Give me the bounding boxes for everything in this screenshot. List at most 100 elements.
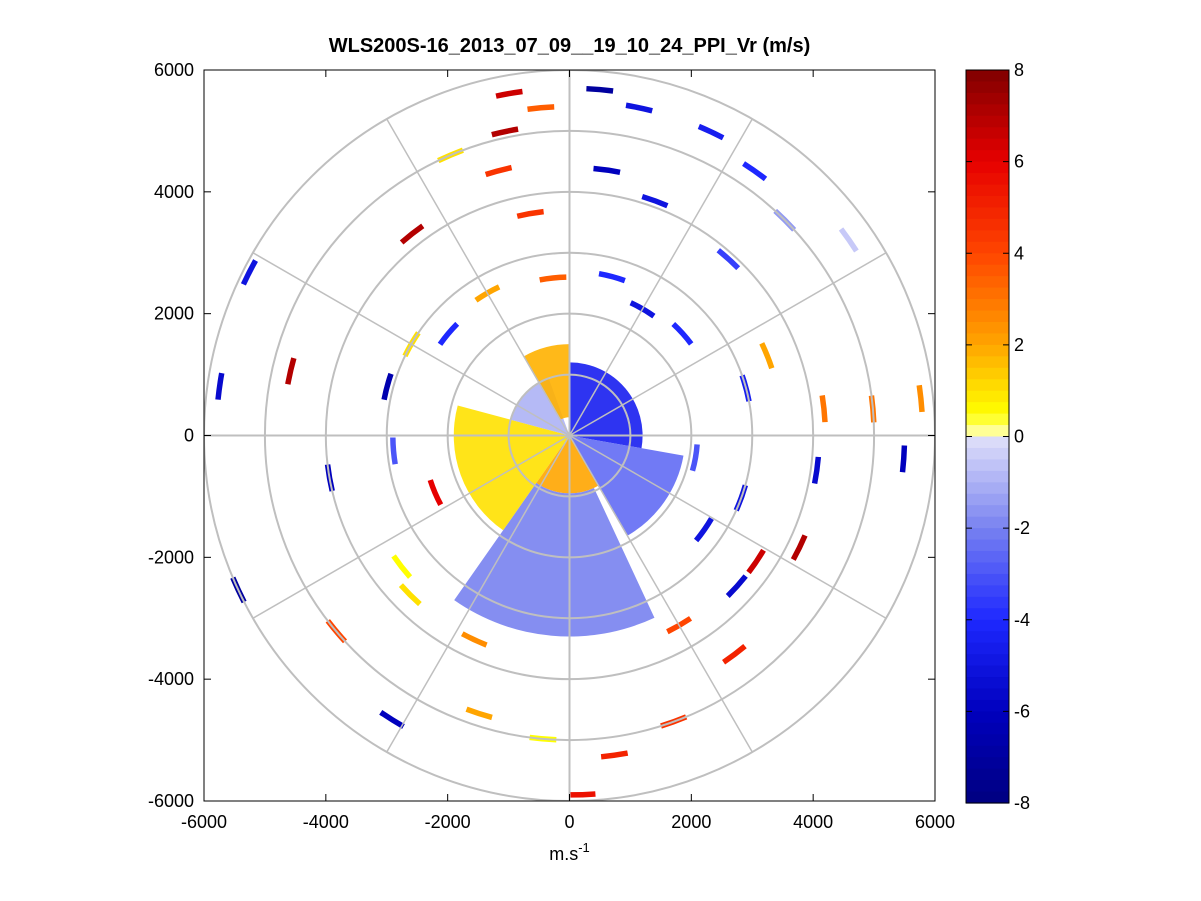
vr-gate-51 (598, 270, 626, 284)
vr-gate-55 (693, 517, 714, 543)
radial-spoke-330 (386, 118, 571, 436)
vr-gate-44 (427, 479, 444, 507)
y-tick-label: 4000 (154, 182, 194, 202)
radial-spoke-60 (569, 252, 887, 437)
vr-gate-33 (593, 165, 621, 175)
vr-gate-22 (379, 710, 405, 729)
vr-gate-0 (495, 88, 523, 99)
colorbar-band (966, 608, 1009, 621)
x-tick-label: 2000 (671, 812, 711, 832)
vr-gate-9 (916, 384, 925, 413)
vr-gate-2 (527, 104, 555, 112)
colorbar-band (966, 677, 1009, 690)
vr-gate-10 (899, 445, 908, 473)
colorbar-band (966, 447, 1009, 461)
x-tick-label: -6000 (181, 812, 227, 832)
colorbar-band (966, 379, 1009, 392)
colorbar-band (966, 745, 1009, 758)
colorbar-tick-label: -6 (1014, 701, 1030, 721)
vr-sector-2 (536, 435, 599, 494)
colorbar-tick-label: -4 (1014, 610, 1030, 630)
polar-grid (204, 70, 935, 801)
vr-gate-46 (381, 372, 394, 401)
vr-gate-5 (697, 123, 725, 141)
colorbar-band (966, 734, 1009, 747)
vr-gate-32 (516, 208, 544, 219)
colorbar-band (966, 551, 1009, 564)
colorbar-band (966, 768, 1009, 781)
radial-spoke-240 (252, 434, 570, 619)
colorbar-band (966, 207, 1009, 220)
colorbar-band (966, 333, 1009, 346)
vr-gate-12 (819, 395, 828, 423)
vr-gate-8 (838, 227, 859, 253)
colorbar-band (966, 711, 1009, 724)
vr-gate-3 (491, 126, 519, 138)
vr-gate-16 (722, 643, 747, 665)
vr-sector-1 (569, 435, 684, 536)
vr-gate-27 (285, 357, 297, 385)
radial-spoke-300 (252, 252, 570, 437)
colorbar-band (966, 173, 1009, 186)
colorbar-band (966, 619, 1009, 632)
y-tick-label: -4000 (148, 669, 194, 689)
colorbar-band (966, 757, 1009, 770)
vr-gate-6 (742, 161, 768, 182)
x-tick-label: 4000 (793, 812, 833, 832)
ppi-near-field-sectors (453, 344, 684, 637)
radial-spoke-150 (568, 435, 753, 753)
x-tick-label: -2000 (425, 812, 471, 832)
colorbar-tick-label: 0 (1014, 427, 1024, 447)
vr-gate-34 (641, 193, 669, 209)
colorbar-band (966, 642, 1009, 655)
vr-sector-6 (523, 344, 570, 420)
y-tick-label: -6000 (148, 791, 194, 811)
colorbar-band (966, 138, 1009, 151)
vr-gate-43 (391, 554, 413, 579)
x-tick-label: 0 (564, 812, 574, 832)
vr-gate-4 (625, 102, 653, 114)
vr-gate-1 (586, 85, 614, 94)
radial-spoke-30 (568, 118, 753, 436)
colorbar-band (966, 276, 1009, 289)
colorbar-band (966, 161, 1009, 174)
colorbar-band (966, 516, 1009, 529)
vr-gate-28 (240, 259, 258, 286)
colorbar-band (966, 344, 1009, 357)
vr-gate-41 (460, 631, 488, 648)
colorbar-band (966, 791, 1009, 804)
x-axis-label-main: m.s (549, 844, 578, 864)
colorbar-band (966, 115, 1009, 128)
x-axis-label-superscript: -1 (578, 840, 590, 855)
vr-gate-48 (437, 321, 460, 346)
colorbar-band (966, 722, 1009, 735)
colorbar-band (966, 459, 1009, 472)
y-tick-label: 6000 (154, 60, 194, 80)
vr-gate-35 (716, 248, 741, 271)
vr-gate-45 (390, 437, 398, 465)
vr-gate-39 (725, 574, 748, 598)
colorbar-tick-label: 2 (1014, 335, 1024, 355)
colorbar-tick-label: 6 (1014, 152, 1024, 172)
colorbar-band (966, 356, 1009, 369)
colorbar-band (966, 688, 1009, 701)
colorbar-band (966, 253, 1009, 266)
vr-gate-13 (811, 456, 822, 485)
vr-gate-42 (398, 583, 422, 607)
colorbar-band (966, 562, 1009, 575)
colorbar-band (966, 631, 1009, 644)
colorbar-band (966, 482, 1009, 495)
vr-sector-5 (510, 378, 570, 436)
colorbar-band (966, 505, 1009, 518)
colorbar-band (966, 665, 1009, 678)
colorbar-band (966, 654, 1009, 667)
y-tick-label: 0 (184, 426, 194, 446)
colorbar-tick-label: -8 (1014, 793, 1030, 813)
vr-gate-26 (215, 372, 225, 400)
vr-gate-18 (600, 750, 629, 760)
vr-gate-19 (568, 791, 596, 798)
colorbar-band (966, 150, 1009, 163)
vr-sector-4 (453, 405, 570, 531)
vr-gate-21 (465, 706, 493, 721)
